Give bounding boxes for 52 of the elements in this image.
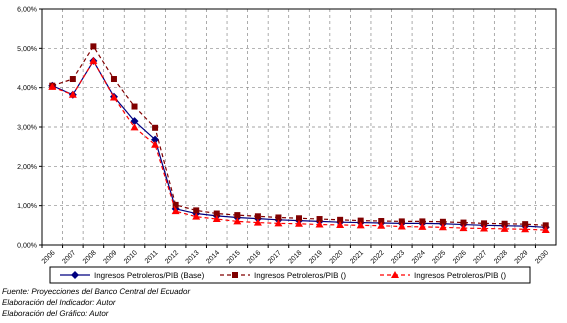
point	[254, 218, 262, 226]
point	[542, 222, 549, 228]
point	[356, 221, 365, 228]
point	[212, 215, 221, 222]
point	[110, 76, 117, 82]
point	[398, 218, 405, 224]
legend-label: Ingresos Petroleros/PIB ()	[414, 270, 506, 280]
point	[419, 218, 426, 224]
point	[358, 218, 364, 224]
point	[70, 76, 76, 82]
text: Elaboración del Gráfico: Autor	[2, 309, 109, 318]
source-note: Fuente: Proyecciones del Banco Central del Ecuador	[2, 287, 190, 296]
point	[418, 222, 426, 230]
point	[192, 212, 200, 220]
point	[542, 226, 550, 234]
point	[522, 221, 528, 228]
point	[378, 218, 384, 224]
point	[502, 220, 508, 227]
point	[521, 225, 530, 232]
point	[377, 222, 386, 229]
point	[438, 223, 447, 230]
legend-label: Ingresos Petroleros/PIB (Base)	[94, 270, 205, 280]
point	[132, 104, 138, 110]
point	[398, 222, 406, 230]
point	[274, 219, 282, 226]
point	[90, 43, 96, 50]
point	[151, 140, 160, 148]
point	[152, 124, 158, 131]
point	[295, 220, 303, 227]
point	[500, 224, 509, 232]
point	[459, 224, 468, 232]
point	[172, 202, 179, 208]
point	[193, 207, 200, 214]
point	[460, 220, 466, 226]
point	[481, 220, 488, 226]
point	[316, 220, 324, 228]
point	[214, 210, 220, 217]
point	[172, 207, 180, 214]
point	[316, 216, 323, 222]
point	[130, 117, 139, 126]
point	[336, 220, 344, 228]
point	[130, 123, 139, 130]
point	[480, 224, 488, 232]
point	[337, 216, 344, 223]
point	[234, 212, 240, 218]
point	[296, 215, 302, 222]
legend-label: Ingresos Petroleros/PIB ()	[254, 270, 346, 280]
text: Elaboración del Indicador: Autor	[2, 298, 116, 307]
point	[275, 214, 282, 220]
point	[440, 218, 446, 225]
point	[254, 213, 261, 220]
point	[233, 217, 242, 224]
